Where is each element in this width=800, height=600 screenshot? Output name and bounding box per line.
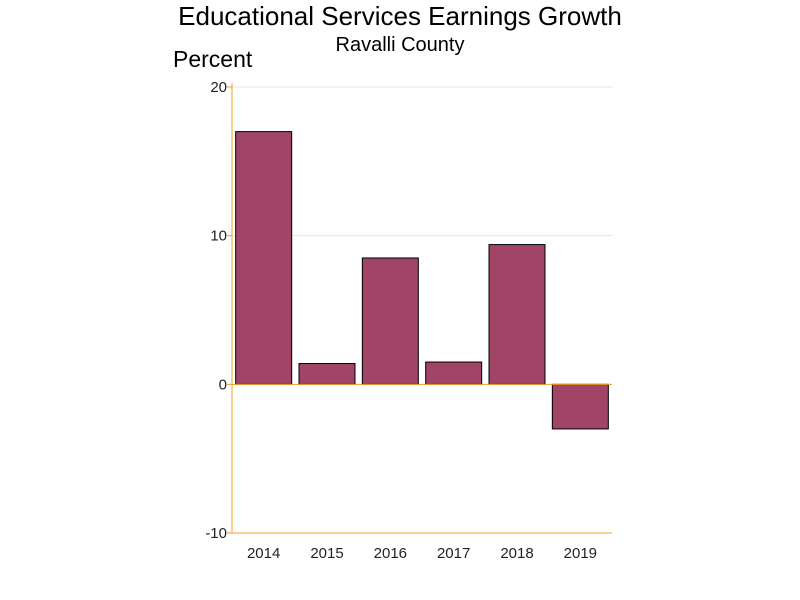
bar-2018 bbox=[488, 244, 546, 385]
y-tick-label: -10 bbox=[205, 525, 227, 542]
tick-labels: -10 0 10 20 2014 2015 2016 2017 2018 2019 bbox=[205, 79, 597, 562]
x-tick-label: 2014 bbox=[247, 545, 280, 562]
y-tick-label: 0 bbox=[219, 376, 227, 393]
bar-2017 bbox=[425, 361, 483, 385]
axes bbox=[227, 83, 612, 534]
x-tick-label: 2016 bbox=[374, 545, 407, 562]
y-axis-label: Percent bbox=[173, 46, 253, 72]
x-tick-label: 2018 bbox=[500, 545, 533, 562]
y-tick-label: 20 bbox=[210, 79, 227, 96]
x-tick-label: 2017 bbox=[437, 545, 470, 562]
gridlines bbox=[232, 86, 612, 237]
y-tick-label: 10 bbox=[210, 228, 227, 245]
bar-2019 bbox=[551, 383, 609, 430]
bar-2014 bbox=[235, 131, 293, 385]
x-tick-label: 2019 bbox=[564, 545, 597, 562]
bar-2015 bbox=[298, 363, 356, 385]
x-tick-label: 2015 bbox=[310, 545, 343, 562]
bar-2016 bbox=[361, 257, 419, 385]
bars bbox=[235, 131, 609, 430]
chart-title: Educational Services Earnings Growth bbox=[178, 1, 622, 31]
chart-subtitle: Ravalli County bbox=[335, 34, 465, 56]
